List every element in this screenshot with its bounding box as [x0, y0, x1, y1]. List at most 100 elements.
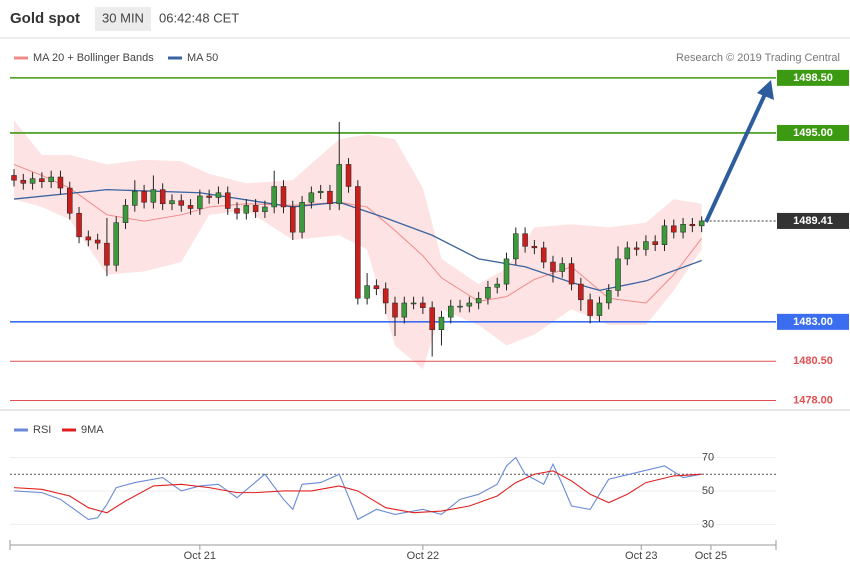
candle-body — [11, 175, 17, 181]
candle-body — [475, 297, 482, 304]
candle-body — [448, 305, 454, 318]
candle-body — [698, 220, 705, 227]
candle-body — [252, 205, 259, 212]
candle-body — [550, 261, 556, 272]
candle-body — [559, 263, 566, 272]
candle-body — [243, 205, 250, 214]
candle-body — [197, 195, 203, 209]
candle-body — [373, 285, 380, 290]
candle-body — [392, 302, 398, 318]
level-label: 1480.50 — [793, 355, 833, 367]
interval: 30 MIN — [102, 10, 144, 25]
candle-body — [382, 288, 389, 304]
level-label: 1498.50 — [793, 72, 833, 84]
source: Research © 2019 Trading Central — [676, 52, 840, 64]
candle-body — [122, 205, 129, 223]
title: Gold spot — [10, 10, 80, 27]
candle-body — [661, 225, 668, 245]
candle-body — [57, 176, 64, 189]
level-label-box — [777, 313, 849, 330]
candle-body — [494, 283, 500, 288]
y-tick-label: 50 — [702, 485, 714, 497]
candle-body — [113, 222, 119, 266]
candle-body — [234, 208, 240, 214]
forecast-arrowhead — [757, 80, 774, 100]
candle-body — [187, 205, 194, 209]
candle-body — [605, 290, 612, 304]
candle-body — [401, 302, 408, 318]
level-label-box — [777, 212, 849, 229]
candle-body — [132, 190, 138, 206]
y-tick-label: 30 — [702, 518, 714, 530]
level-label: 1489.41 — [793, 215, 833, 227]
candle-body — [94, 239, 101, 244]
legend-label: MA 20 + Bollinger Bands — [33, 52, 154, 64]
candle-body — [20, 179, 27, 184]
x-tick-label: Oct 21 — [184, 550, 216, 562]
candle-body — [587, 299, 593, 316]
x-tick-label: Oct 25 — [695, 550, 727, 562]
legend-label: 9MA — [81, 424, 104, 436]
candle-body — [671, 225, 677, 233]
legend-label: RSI — [33, 424, 51, 436]
candle-body — [364, 285, 370, 299]
forecast-arrow — [704, 91, 768, 223]
candle-body — [271, 186, 277, 208]
interval-box — [95, 7, 151, 31]
candle-body — [355, 186, 361, 299]
legend-label: MA 50 — [187, 52, 218, 64]
level-label-box — [777, 69, 849, 86]
x-tick-label: Oct 22 — [407, 550, 439, 562]
level-label: 1478.00 — [793, 394, 833, 406]
candle-body — [215, 192, 222, 198]
time: 06:42:48 CET — [159, 10, 239, 25]
candle-body — [429, 307, 435, 330]
level-label-box — [777, 124, 849, 141]
x-tick-label: Oct 23 — [625, 550, 657, 562]
candle-body — [141, 190, 147, 203]
candle-body — [290, 206, 296, 233]
candle-body — [169, 200, 175, 205]
candle-body — [680, 224, 686, 233]
candle-body — [578, 283, 584, 301]
candle-body — [308, 192, 315, 203]
candle-body — [522, 233, 528, 247]
candle-body — [633, 247, 640, 250]
candle-body — [345, 164, 352, 187]
candle-body — [262, 206, 268, 212]
candle-body — [624, 247, 631, 260]
candle-body — [643, 241, 649, 250]
candle-body — [652, 241, 658, 245]
candle-body — [568, 263, 575, 285]
candle-body — [85, 236, 92, 241]
candle-body — [299, 201, 305, 233]
rsi-line — [13, 456, 702, 521]
candle-body — [317, 190, 324, 194]
candle-body — [485, 286, 491, 299]
candle-body — [67, 187, 73, 214]
candle-body — [327, 190, 333, 205]
candle-body — [420, 302, 426, 308]
candle-body — [689, 224, 696, 227]
candle-body — [206, 195, 212, 198]
candle-body — [513, 233, 519, 260]
candle-body — [29, 178, 36, 184]
candle-body — [76, 212, 82, 238]
candle-body — [466, 302, 473, 307]
candle-body — [280, 186, 287, 208]
candle-body — [615, 258, 621, 291]
candle-body — [596, 302, 603, 316]
candle-body — [503, 258, 510, 285]
level-label: 1495.00 — [793, 127, 833, 139]
bollinger-band — [13, 120, 702, 370]
y-tick-label: 70 — [702, 451, 714, 463]
level-label: 1483.00 — [793, 316, 833, 328]
candle-body — [224, 192, 231, 209]
candle-body — [336, 164, 342, 205]
candle-body — [410, 302, 417, 305]
candle-body — [39, 178, 45, 183]
candle-body — [178, 200, 185, 206]
candle-body — [457, 305, 463, 308]
